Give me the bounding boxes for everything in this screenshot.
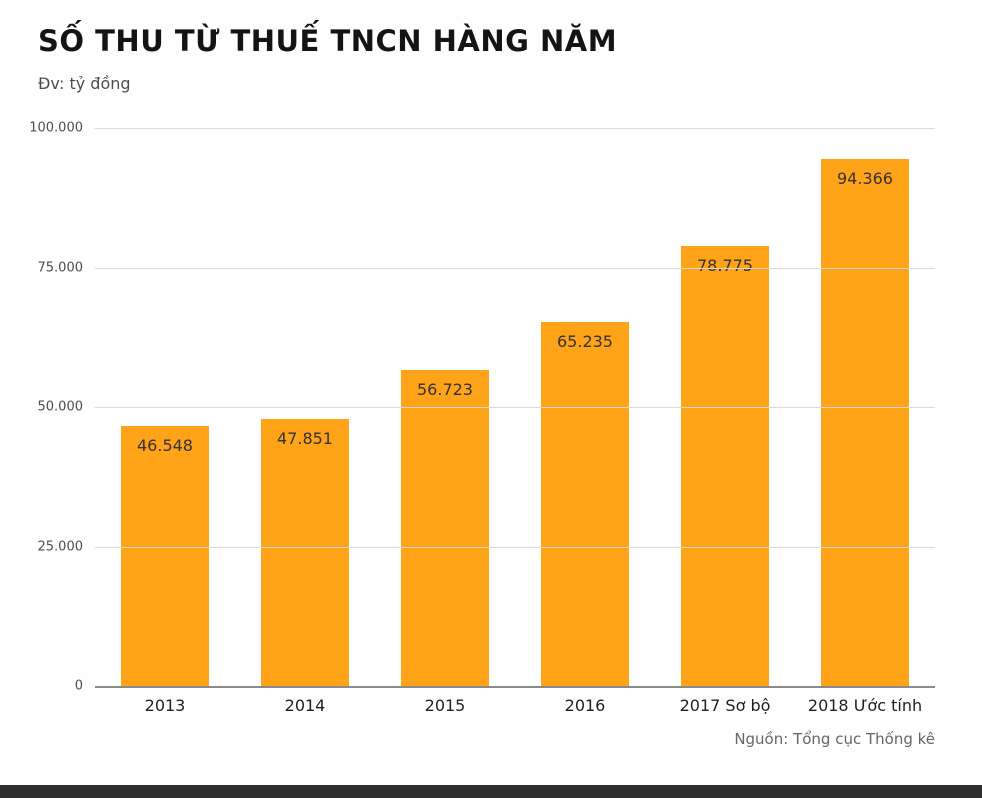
gridline (95, 128, 935, 129)
bars-container: 46.548 47.851 56.723 65.235 78.775 94.366 (95, 128, 935, 686)
bar-slot: 94.366 (795, 128, 935, 686)
source-note: Nguồn: Tổng cục Thống kê (734, 730, 935, 748)
gridline (95, 546, 935, 548)
x-axis-labels: 2013 2014 2015 2016 2017 Sơ bộ 2018 Ước tính (95, 696, 935, 715)
bar-slot: 56.723 (375, 128, 515, 686)
chart-unit-label: Đv: tỷ đồng (38, 74, 131, 93)
x-tick-label: 2015 (424, 696, 466, 715)
bar-2014: 47.851 (261, 419, 349, 686)
gridline (95, 267, 935, 269)
bar-value-label: 78.775 (697, 256, 753, 276)
bar-slot: 65.235 (515, 128, 655, 686)
bar-2016: 65.235 (541, 322, 629, 686)
bar-2013: 46.548 (121, 426, 209, 686)
y-tick-label: 50.000 (37, 399, 84, 415)
x-tick-label: 2014 (284, 696, 326, 715)
x-tick-label: 2013 (144, 696, 186, 715)
bar-slot: 78.775 (655, 128, 795, 686)
bar-value-label: 65.235 (557, 332, 613, 351)
y-tick-label: 25.000 (37, 539, 84, 554)
x-tick-label: 2018 Ước tính (807, 696, 923, 715)
bar-2017 Sơ bộ: 78.775 (681, 246, 769, 686)
x-axis-baseline (95, 686, 935, 688)
y-tick-label: 100.000 (29, 120, 83, 136)
y-tick-label: 75.000 (37, 260, 84, 275)
bar-value-label: 94.366 (837, 169, 893, 189)
bar-value-label: 47.851 (277, 429, 333, 448)
plot-area: 46.548 47.851 56.723 65.235 78.775 94.366 0 25… (29, 121, 935, 694)
bar-value-label: 46.548 (137, 436, 193, 456)
gridline (95, 407, 935, 408)
x-tick-label: 2017 Sơ bộ (679, 696, 771, 715)
bar-slot: 46.548 (95, 128, 235, 686)
x-tick-label: 2016 (564, 696, 606, 715)
bar-2018 Ước tính: 94.366 (821, 159, 909, 686)
footer-bar (0, 785, 982, 798)
bar-2015: 56.723 (401, 369, 489, 686)
y-tick-label: 0 (74, 678, 83, 694)
bar-slot: 47.851 (235, 128, 375, 686)
bar-value-label: 56.723 (417, 379, 473, 399)
chart-title: SỐ THU TỪ THUẾ TNCN HÀNG NĂM (38, 24, 618, 58)
